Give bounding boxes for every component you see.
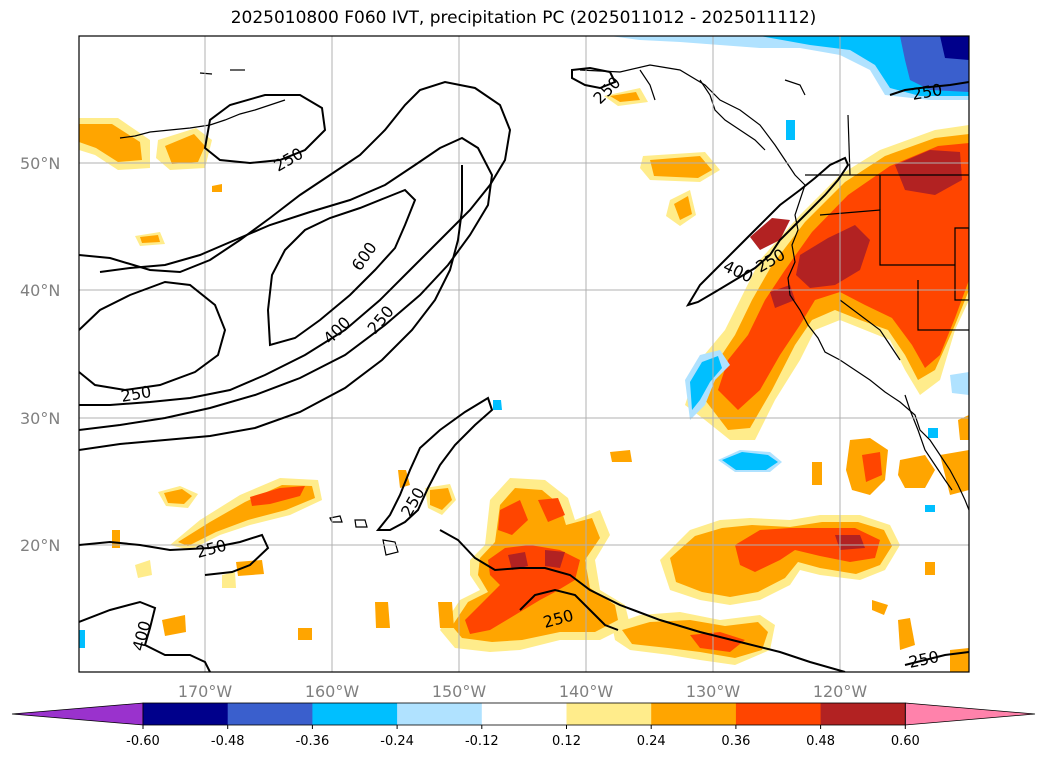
colorbar-swatch [143,703,229,725]
lat-label: 30°N [20,409,60,428]
latitude-labels: 50°N 40°N 30°N 20°N [20,154,60,555]
map-frame [78,35,970,673]
colorbar-swatch [735,703,822,725]
colorbar-extension-low [11,702,144,726]
colorbar-tick-label: 0.24 [637,734,666,749]
colorbar-swatch [651,703,737,725]
precip-negative-shading [79,36,969,648]
lon-label: 160°W [305,682,360,701]
lat-label: 40°N [20,281,60,300]
lat-label: 50°N [20,154,60,173]
colorbar-swatch [566,703,652,725]
colorbar-tick-label: 0.60 [891,734,920,749]
colorbar-extension-high [904,702,1036,726]
colorbar-swatch [481,703,567,725]
lon-label: 170°W [178,682,233,701]
precip-positive-shading [79,88,969,672]
colorbar-tick-label: 0.36 [721,734,750,749]
colorbar-outline [142,702,906,726]
lon-label: 150°W [432,682,487,701]
colorbar: -0.60 -0.48 -0.36 -0.24 -0.12 0.12 0.24 0.36 0.4… [11,702,1036,749]
colorbar-tick-label: 0.12 [552,734,581,749]
lon-label: 120°W [813,682,868,701]
colorbar-swatch [820,703,906,725]
lat-label: 20°N [20,536,60,555]
lon-label: 140°W [559,682,614,701]
colorbar-tick-label: -0.24 [380,734,414,749]
colorbar-tick-label: -0.36 [296,734,330,749]
ivt-contours [79,66,969,672]
colorbar-tick-label: -0.12 [465,734,499,749]
colorbar-tick-label: -0.48 [211,734,245,749]
longitude-labels: 170°W 160°W 150°W 140°W 130°W 120°W [178,682,868,701]
map-title: 2025010800 F060 IVT, precipitation PC (2… [230,8,817,28]
colorbar-swatch [312,703,398,725]
lon-label: 130°W [686,682,741,701]
colorbar-swatch [397,703,483,725]
colorbar-tick-label: 0.48 [806,734,835,749]
colorbar-tick-label: -0.60 [126,734,160,749]
colorbar-swatch [227,703,313,725]
